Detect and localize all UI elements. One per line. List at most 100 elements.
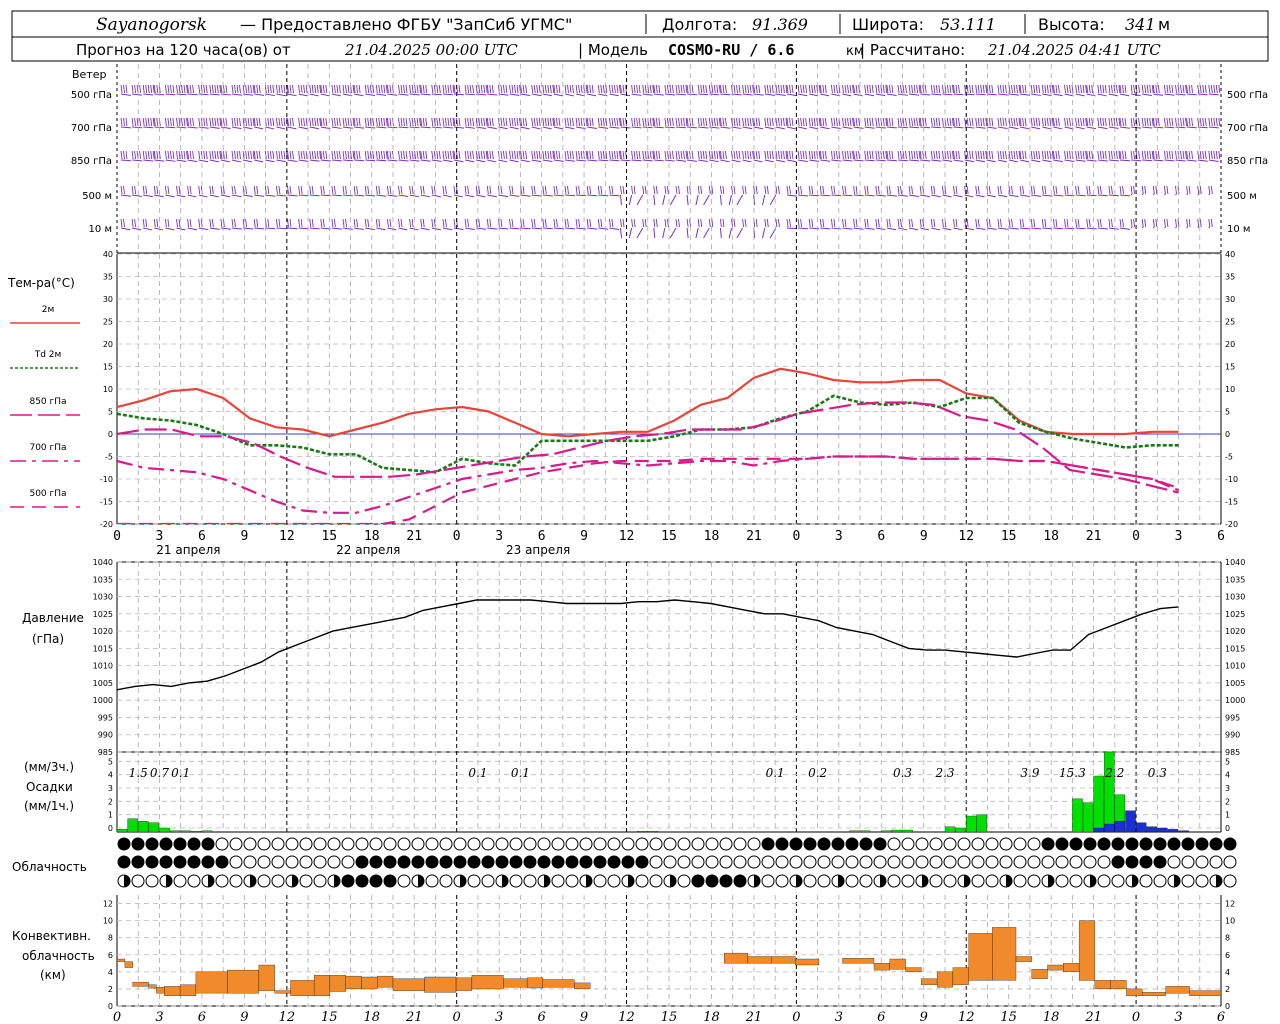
wind-barb-feather	[742, 84, 745, 94]
wind-barb	[209, 117, 222, 129]
wind-barb	[703, 185, 714, 206]
wind-barb-feather	[478, 185, 481, 195]
press-tick-left: 1035	[93, 575, 113, 584]
wind-barb-feather	[608, 218, 611, 228]
wind-barb	[628, 218, 636, 239]
cloud-symbol	[495, 855, 509, 869]
wind-barb	[886, 150, 897, 162]
cloud-circle	[789, 837, 803, 851]
conv-bar	[290, 980, 315, 996]
wind-barb-feather	[500, 185, 503, 195]
wind-barb	[331, 150, 342, 162]
wind-barb-feather	[1044, 185, 1047, 195]
cloud-circle	[607, 874, 621, 888]
wind-barb-shaft	[165, 227, 175, 231]
wind-barb-feather	[311, 84, 314, 94]
cloud-half	[922, 875, 928, 887]
wind-barb-feather	[142, 150, 145, 160]
cloud-symbol	[467, 837, 481, 851]
wind-barb	[1141, 218, 1147, 229]
hour-tick: 6	[1217, 529, 1225, 544]
wind-barb-feather	[469, 84, 472, 94]
wind-barb	[986, 84, 997, 96]
wind-barb-shaft	[187, 126, 198, 129]
wind-barb-shaft	[320, 194, 331, 197]
conv-bar	[747, 956, 772, 964]
wind-barb-shaft	[609, 93, 619, 97]
wind-barb-feather	[120, 84, 123, 94]
wind-barb	[509, 185, 520, 197]
wind-barb-feather	[383, 117, 386, 127]
conv-bar	[361, 976, 378, 990]
wind-barb-shaft	[753, 126, 764, 130]
wind-barb-feather	[500, 117, 503, 127]
cloud-circle	[369, 874, 383, 888]
wind-barb-feather	[702, 150, 705, 160]
wind-barb-feather	[300, 150, 303, 160]
wind-barb-feather	[951, 117, 954, 127]
cloud-symbol	[285, 837, 299, 851]
wind-barb-feather	[186, 150, 188, 160]
wind-barb-shaft	[731, 93, 742, 96]
cloud-circle	[733, 837, 747, 851]
wind-barb-feather	[252, 117, 255, 127]
wind-barb-feather	[136, 117, 139, 127]
wind-barb-feather	[178, 185, 181, 195]
wind-barb-feather	[186, 117, 188, 127]
wind-barb-shaft	[753, 159, 763, 163]
wind-barb	[298, 117, 308, 130]
cloud-circle	[803, 837, 817, 851]
wind-barb-feather	[533, 185, 536, 195]
wind-barb	[509, 150, 521, 163]
wind-barb-shaft	[1119, 93, 1130, 97]
wind-barb-feather	[542, 117, 545, 127]
wind-barb-feather	[367, 84, 370, 94]
wind-barb-feather	[353, 185, 356, 195]
wind-barb	[769, 185, 780, 206]
wind-barb-shaft	[1175, 193, 1177, 196]
wind-barb-shaft	[520, 159, 530, 163]
wind-barb-feather	[1180, 150, 1182, 160]
wind-barb-feather	[1018, 150, 1021, 160]
cloud-symbol	[1041, 837, 1055, 851]
wind-barb-shaft	[387, 227, 397, 231]
wind-barb-feather	[997, 218, 1000, 228]
wind-barb-shaft	[331, 227, 342, 230]
press-tick-left: 1025	[93, 610, 113, 619]
wind-barb-feather	[1182, 117, 1185, 127]
press-tick-left: 1040	[93, 558, 113, 567]
wind-barb-feather	[949, 150, 952, 160]
wind-barb	[908, 218, 919, 231]
wind-barb-shaft	[1108, 227, 1119, 230]
wind-barb-shaft	[1086, 93, 1096, 97]
wind-barb-feather	[675, 185, 678, 195]
cloud-symbol	[481, 837, 495, 851]
wind-barb-feather	[586, 117, 589, 127]
cloud-symbol	[173, 837, 187, 851]
wind-barb-feather	[1064, 218, 1066, 228]
wind-barb	[364, 185, 376, 197]
wind-barb-feather	[885, 84, 888, 94]
cloud-circle	[439, 855, 453, 869]
cloud-circle	[355, 855, 369, 869]
wind-barb	[1108, 117, 1121, 129]
wind-barb-shaft	[176, 93, 187, 96]
wind-barb-feather	[597, 185, 600, 195]
wind-barb-feather	[853, 84, 856, 94]
wind-barb-feather	[580, 117, 583, 127]
wind-barb-shaft	[564, 93, 574, 97]
wind-barb-feather	[975, 218, 978, 228]
cloud-symbol	[887, 874, 901, 888]
cloud-circle	[1139, 855, 1153, 869]
wind-barb-feather	[1138, 117, 1141, 127]
wind-barb-feather	[786, 218, 789, 228]
wind-barb-feather	[156, 185, 159, 195]
wind-barb-shaft	[564, 126, 575, 130]
cloud-symbol	[327, 837, 341, 851]
cloud-circle	[1139, 874, 1153, 888]
cloud-half	[334, 875, 340, 887]
cloud-title: Облачность	[12, 860, 87, 874]
wind-barb-feather	[444, 117, 447, 127]
cloud-circle	[1111, 855, 1125, 869]
wind-barb-feather	[700, 150, 703, 160]
